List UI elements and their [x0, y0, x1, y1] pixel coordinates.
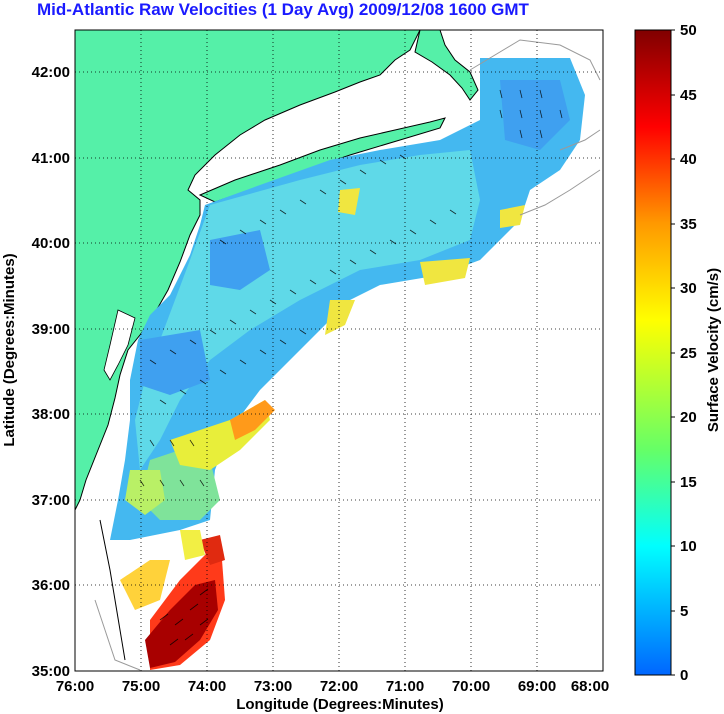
colorbar-tick-label: 15	[680, 474, 697, 491]
x-tick-label: 72:00	[320, 678, 358, 695]
colorbar-tick-label: 50	[680, 22, 697, 39]
x-tick-label: 76:00	[56, 678, 94, 695]
y-tick-label: 39:00	[32, 321, 70, 338]
bathymetry-contours	[94, 39, 601, 671]
colorbar-tick-label: 40	[680, 151, 697, 168]
y-tick-label: 41:00	[32, 150, 70, 167]
y-tick-label: 42:00	[32, 64, 70, 81]
x-axis: 76:00 75:00 74:00 73:00 72:00 71:00 70:0…	[56, 678, 609, 713]
velocity-field	[110, 58, 585, 670]
colorbar-tick-label: 30	[680, 280, 697, 297]
y-tick-label: 35:00	[32, 663, 70, 680]
map-title: Mid-Atlantic Raw Velocities (1 Day Avg) …	[37, 0, 529, 19]
cape-cod	[414, 30, 479, 101]
x-tick-label: 68:00	[571, 678, 609, 695]
outer-banks	[99, 519, 126, 661]
y-tick-label: 40:00	[32, 235, 70, 252]
x-tick-label: 73:00	[254, 678, 292, 695]
colorbar-tick-label: 10	[680, 538, 697, 555]
colorbar-tick-label: 35	[680, 216, 697, 233]
colorbar-tick-label: 5	[680, 603, 688, 620]
x-tick-label: 74:00	[188, 678, 226, 695]
y-tick-label: 36:00	[32, 577, 70, 594]
land-mass	[75, 30, 421, 511]
colorbar-tick-label: 20	[680, 409, 697, 426]
grid-lines	[75, 30, 603, 671]
x-tick-label: 71:00	[386, 678, 424, 695]
x-tick-label: 75:00	[122, 678, 160, 695]
y-tick-label: 38:00	[32, 406, 70, 423]
colorbar-tick-label: 0	[680, 667, 688, 684]
colorbar-label: Surface Velocity (cm/s)	[705, 268, 722, 432]
chesapeake-bay	[103, 309, 136, 381]
plot-frame	[74, 29, 604, 672]
x-tick-label: 69:00	[518, 678, 556, 695]
y-axis-label: Latitude (Degrees:Minutes)	[1, 253, 18, 446]
colorbar: 0 5 10 15 20 25 30 35 40 45 50 Surface V…	[634, 22, 722, 684]
colorbar-tick-label: 25	[680, 345, 697, 362]
y-tick-label: 37:00	[32, 492, 70, 509]
colorbar-tick-label: 45	[680, 87, 697, 104]
colorbar-gradient	[634, 29, 672, 676]
x-axis-label: Longitude (Degrees:Minutes)	[236, 696, 444, 713]
x-tick-label: 70:00	[452, 678, 490, 695]
y-axis: 35:00 36:00 37:00 38:00 39:00 40:00 41:0…	[1, 64, 70, 680]
